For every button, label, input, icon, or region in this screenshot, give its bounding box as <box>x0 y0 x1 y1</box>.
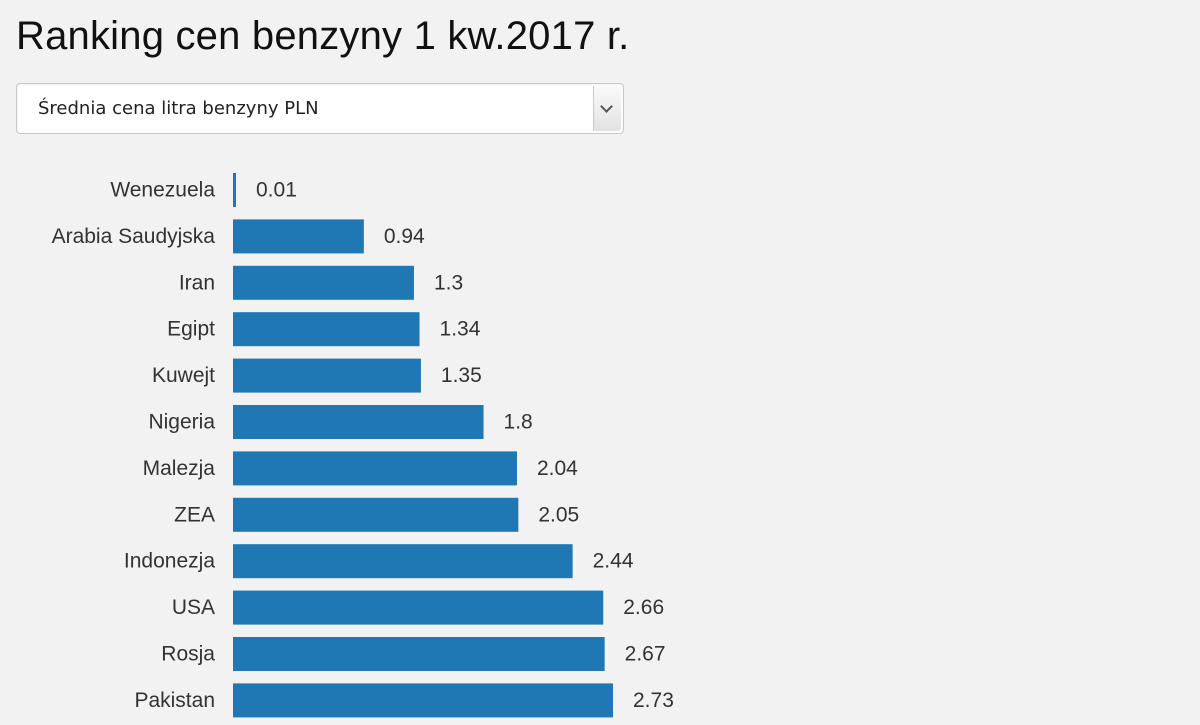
bar[interactable] <box>233 358 421 393</box>
chevron-down-icon[interactable] <box>593 86 621 131</box>
bar[interactable] <box>233 405 484 439</box>
value-label: 2.66 <box>623 596 664 619</box>
category-label: Pakistan <box>134 689 215 712</box>
category-label: Indonezja <box>124 550 215 573</box>
bar[interactable] <box>233 451 517 486</box>
category-label: ZEA <box>174 503 215 526</box>
category-label: USA <box>172 596 215 619</box>
bar[interactable] <box>233 173 236 207</box>
value-label: 0.01 <box>256 179 297 202</box>
category-label: Rosja <box>161 643 215 666</box>
category-label: Arabia Saudyjska <box>52 225 216 248</box>
bar[interactable] <box>233 497 519 532</box>
value-label: 1.35 <box>441 364 482 387</box>
metric-select-value: Średnia cena litra benzyny PLN <box>38 98 319 119</box>
value-label: 2.44 <box>593 550 634 573</box>
metric-select[interactable]: Średnia cena litra benzyny PLN <box>16 83 624 134</box>
bar-chart: Wenezuela 0.01 Arabia Saudyjska 0.94 Iran 1.3… <box>52 173 674 718</box>
category-label: Iran <box>179 271 215 294</box>
category-label: Malezja <box>143 457 216 480</box>
category-label: Egipt <box>167 318 215 341</box>
bar[interactable] <box>233 590 604 625</box>
value-label: 2.67 <box>625 643 666 666</box>
value-label: 1.8 <box>504 411 533 434</box>
value-label: 2.05 <box>538 503 579 526</box>
page-title: Ranking cen benzyny 1 kw.2017 r. <box>16 14 630 58</box>
value-label: 1.3 <box>434 271 463 294</box>
value-label: 2.04 <box>537 457 578 480</box>
category-label: Wenezuela <box>110 179 215 202</box>
bar[interactable] <box>233 312 420 347</box>
bar[interactable] <box>233 219 364 254</box>
bar[interactable] <box>233 683 613 718</box>
value-label: 1.34 <box>440 318 481 341</box>
value-label: 2.73 <box>633 689 674 712</box>
category-label: Kuwejt <box>152 364 215 387</box>
bar[interactable] <box>233 637 605 671</box>
value-label: 0.94 <box>384 225 425 248</box>
bar[interactable] <box>233 544 573 579</box>
bar[interactable] <box>233 265 414 300</box>
category-label: Nigeria <box>148 411 215 434</box>
